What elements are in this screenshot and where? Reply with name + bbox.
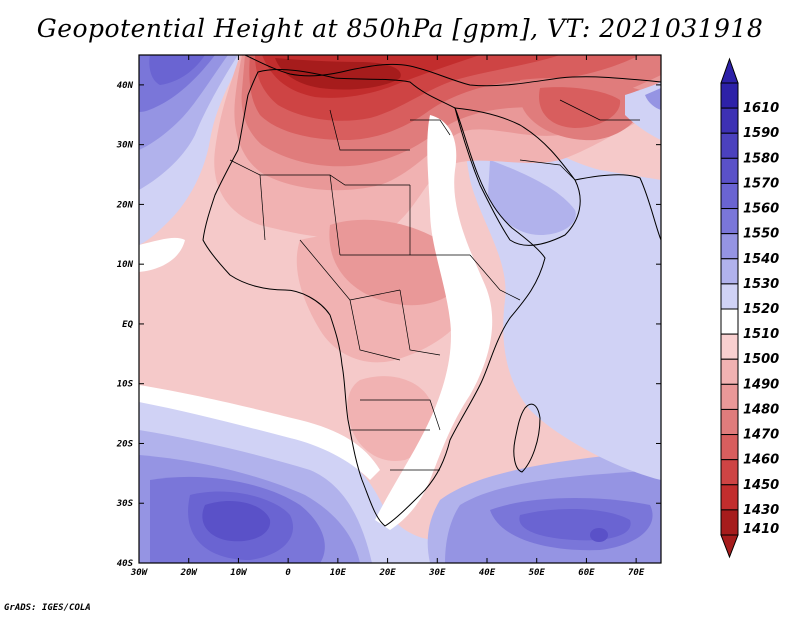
lat-label: 30N	[116, 141, 134, 151]
lon-label: 10W	[230, 568, 248, 578]
lat-label: 30S	[116, 499, 134, 509]
colorbar-label: 1490	[743, 377, 779, 392]
colorbar-bottom-arrow	[720, 534, 739, 559]
lon-label: 30W	[130, 568, 149, 578]
coastlines	[202, 55, 661, 527]
lon-label: 60E	[578, 568, 595, 578]
field-ne-blue-1540	[645, 88, 661, 110]
colorbar-label: 1430	[743, 503, 779, 518]
colorbar-label: 1470	[743, 428, 779, 443]
colorbar-swatch	[720, 434, 739, 461]
colorbar-swatch	[720, 459, 739, 486]
colorbar-swatch	[720, 157, 739, 184]
field-white-1510-wafrica	[139, 237, 185, 272]
colorbar-swatch	[720, 383, 739, 410]
map-title: Geopotential Height at 850hPa [gpm], VT:…	[36, 14, 764, 43]
field-south-blue-1570	[202, 500, 271, 542]
colorbar-swatch	[720, 358, 739, 385]
colorbar-label: 1560	[743, 202, 779, 217]
lon-label: 30E	[428, 568, 446, 578]
field-nw-blue-1560	[149, 55, 205, 85]
field-white-1510-east	[375, 115, 493, 530]
field-north-red-1410	[275, 58, 401, 90]
lon-label: 10E	[330, 568, 347, 578]
field-me-red-1460	[539, 87, 621, 128]
colorbar-label: 1540	[743, 252, 779, 267]
colorbar-swatch	[720, 233, 739, 260]
lat-label: EQ	[122, 320, 133, 330]
lon-label: 40E	[479, 568, 496, 578]
colorbar-swatch	[720, 333, 739, 360]
lat-label: 40S	[117, 559, 134, 569]
africa-coastline	[202, 69, 546, 527]
grads-credit: GrADS: IGES/COLA	[4, 603, 91, 613]
colorbar-label: 1480	[743, 402, 779, 417]
lon-label: 70E	[628, 568, 645, 578]
colorbar-swatch	[720, 208, 739, 235]
colorbar-label: 1410	[743, 522, 779, 537]
lon-label: 20W	[180, 568, 199, 578]
field-central-red-1480	[329, 219, 462, 306]
colorbar-swatch	[720, 132, 739, 159]
colorbar-label: 1570	[743, 176, 779, 191]
colorbar-label: 1550	[743, 227, 779, 242]
colorbar-label: 1520	[743, 302, 779, 317]
iran-india-coast	[574, 174, 661, 241]
lon-label: 20E	[378, 568, 396, 578]
field-south-africa-1490	[347, 376, 434, 461]
colorbar-swatch	[720, 182, 739, 210]
colorbar-label: 1510	[743, 327, 779, 342]
madagascar-coast	[513, 403, 541, 473]
colorbar-swatch	[720, 408, 739, 436]
colorbar-swatch	[720, 82, 739, 109]
colorbar-label: 1590	[743, 126, 779, 141]
colorbar-label: 1500	[743, 352, 779, 367]
colorbar-label: 1460	[743, 453, 779, 468]
europe-coast	[244, 55, 661, 87]
colorbar-top-arrow	[720, 57, 739, 84]
colorbar-swatch	[720, 484, 739, 511]
colorbar-swatch	[720, 283, 739, 310]
country-borders	[229, 99, 640, 471]
field-east-blue-1530	[488, 160, 576, 235]
colorbar-label: 1580	[743, 151, 779, 166]
colorbar-label: 1530	[743, 277, 779, 292]
lat-label: 20S	[116, 439, 134, 449]
plot-frame	[138, 54, 662, 564]
lat-label: 10S	[117, 380, 134, 390]
colorbar-label: 1610	[743, 101, 779, 116]
lon-label: 0	[285, 568, 291, 578]
arabia-coast	[454, 107, 581, 246]
lat-label: 20N	[116, 200, 134, 210]
colorbar-swatch	[720, 258, 739, 285]
geopotential-field	[139, 55, 661, 563]
colorbar-swatch	[720, 509, 739, 536]
field-se-blue-1570	[590, 528, 608, 542]
colorbar-label: 1450	[743, 478, 779, 493]
lat-label: 10N	[117, 260, 134, 270]
colorbar-swatch	[720, 107, 739, 134]
colorbar-swatch	[720, 308, 739, 335]
field-white-1510-south	[139, 385, 380, 480]
lat-label: 40N	[117, 81, 134, 91]
colorbar: 1610 1590 1580 1570 1560 1550 1540 1530 1520 1510…	[720, 57, 779, 559]
lon-label: 50E	[529, 568, 546, 578]
